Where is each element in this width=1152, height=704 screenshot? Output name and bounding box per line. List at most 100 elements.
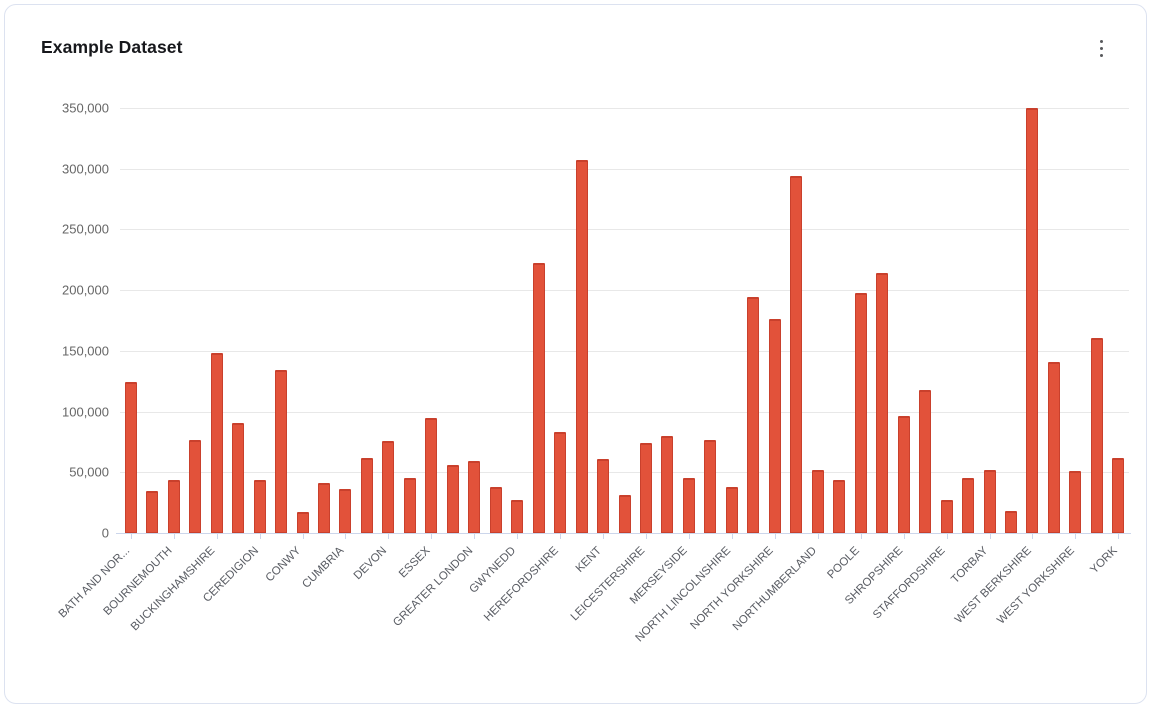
x-axis-label: GREATER LONDON	[391, 544, 476, 630]
x-axis-label: STAFFORDSHIRE	[871, 544, 948, 622]
x-axis-label: YORK	[1088, 544, 1120, 577]
x-axis-tick	[731, 533, 733, 539]
bar[interactable]	[232, 422, 245, 533]
bar[interactable]	[833, 479, 846, 533]
bar[interactable]	[511, 500, 524, 533]
bar[interactable]	[1047, 361, 1060, 533]
x-axis-tick	[302, 533, 304, 539]
bar[interactable]	[210, 353, 223, 533]
x-axis-label: CONWY	[264, 544, 304, 585]
gridline	[120, 472, 1129, 474]
x-axis-tick	[388, 533, 390, 539]
bar[interactable]	[682, 478, 695, 533]
x-axis-tick	[130, 533, 132, 539]
x-axis-label: NORTH YORKSHIRE	[688, 544, 777, 633]
x-axis-tick	[259, 533, 261, 539]
bar[interactable]	[1112, 457, 1125, 533]
x-axis-line	[116, 533, 1131, 534]
bar[interactable]	[532, 263, 545, 533]
bar[interactable]	[1004, 511, 1017, 533]
y-axis-label: 150,000	[62, 343, 109, 359]
bar[interactable]	[253, 479, 266, 533]
bar[interactable]	[1026, 108, 1039, 533]
bar[interactable]	[575, 160, 588, 533]
bar[interactable]	[275, 370, 287, 533]
bar[interactable]	[189, 439, 202, 533]
bar[interactable]	[962, 478, 974, 533]
x-axis-tick	[946, 533, 948, 539]
bar[interactable]	[317, 483, 330, 533]
x-axis-tick	[560, 533, 562, 539]
x-axis-label: BATH AND NOR...	[56, 544, 132, 621]
x-axis-label: ESSEX	[396, 544, 433, 581]
bar[interactable]	[897, 416, 910, 533]
bar[interactable]	[403, 478, 416, 533]
bar[interactable]	[661, 435, 674, 533]
bar[interactable]	[146, 490, 159, 533]
y-axis-label: 200,000	[62, 282, 109, 298]
x-axis-tick	[860, 533, 862, 539]
bar[interactable]	[382, 440, 395, 533]
y-axis-label: 250,000	[62, 221, 109, 237]
y-axis-label: 100,000	[62, 404, 109, 420]
gridline	[120, 168, 1129, 170]
bar[interactable]	[339, 489, 352, 533]
bar[interactable]	[983, 469, 996, 533]
bar[interactable]	[296, 512, 309, 533]
bar[interactable]	[747, 297, 760, 533]
bar[interactable]	[940, 500, 953, 533]
x-axis-tick	[474, 533, 476, 539]
gridline	[120, 290, 1129, 292]
bar[interactable]	[811, 469, 824, 533]
bar[interactable]	[167, 479, 180, 533]
bar[interactable]	[876, 273, 889, 533]
bar[interactable]	[1090, 337, 1103, 533]
bar[interactable]	[704, 439, 717, 533]
bar[interactable]	[790, 176, 803, 533]
bar[interactable]	[1069, 471, 1082, 533]
y-axis-label: 300,000	[62, 161, 109, 177]
x-axis-label: TORBAY	[949, 544, 991, 586]
bar[interactable]	[360, 457, 373, 533]
gridline	[120, 108, 1129, 109]
bar[interactable]	[489, 486, 502, 533]
bar[interactable]	[768, 319, 781, 533]
bar[interactable]	[554, 432, 567, 533]
x-axis-label: CUMBRIA	[300, 544, 347, 591]
bar[interactable]	[640, 443, 652, 533]
x-axis-label: DEVON	[352, 544, 390, 583]
chart-title: Example Dataset	[41, 37, 183, 57]
bar[interactable]	[725, 486, 738, 533]
y-axis-label: 50,000	[69, 464, 109, 480]
x-axis-tick	[345, 533, 347, 539]
y-axis-label: 0	[101, 525, 109, 541]
x-axis-tick	[1075, 533, 1077, 539]
gridline	[120, 350, 1129, 352]
x-axis-tick	[989, 533, 991, 539]
x-axis-tick	[431, 533, 433, 539]
x-axis-tick	[517, 533, 519, 539]
bar[interactable]	[468, 461, 481, 533]
bar[interactable]	[618, 495, 631, 533]
bar[interactable]	[446, 465, 459, 533]
x-axis-label: LEICESTERSHIRE	[568, 544, 648, 624]
x-axis-label: HEREFORDSHIRE	[482, 544, 562, 624]
x-axis-tick	[603, 533, 604, 539]
x-axis-label: WEST BERKSHIRE	[952, 544, 1034, 626]
x-axis-tick	[903, 533, 905, 539]
x-axis-label: KENT	[574, 544, 605, 575]
bar[interactable]	[919, 389, 932, 533]
x-axis-tick	[1118, 533, 1120, 539]
x-axis-label: NORTHUMBERLAND	[730, 544, 819, 634]
x-axis-tick	[173, 533, 175, 539]
x-axis-tick	[646, 533, 647, 539]
bar[interactable]	[854, 292, 867, 533]
gridline	[120, 229, 1129, 231]
x-axis-tick	[216, 533, 218, 539]
bar[interactable]	[425, 417, 438, 533]
x-axis-label: POOLE	[825, 544, 862, 582]
gridline	[120, 411, 1129, 413]
bar[interactable]	[597, 458, 609, 533]
chart-menu-button[interactable]	[1088, 33, 1114, 63]
bar[interactable]	[124, 382, 137, 533]
